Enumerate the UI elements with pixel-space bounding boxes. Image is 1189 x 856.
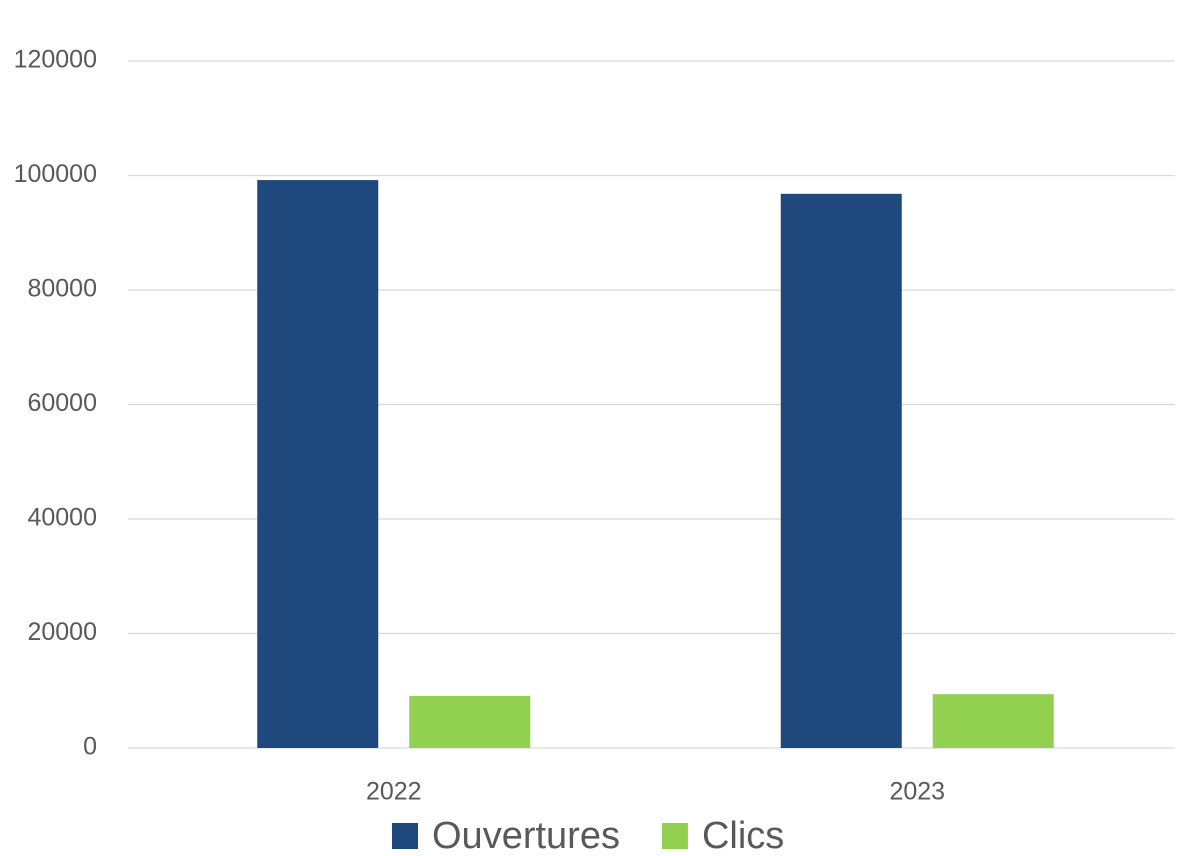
legend-label: Clics — [702, 815, 784, 856]
bar — [780, 193, 902, 748]
legend-label: Ouvertures — [432, 815, 620, 856]
y-tick-label: 20000 — [27, 618, 97, 646]
y-tick-label: 80000 — [27, 275, 97, 303]
x-tick-label: 2023 — [889, 778, 945, 806]
x-tick-label: 2022 — [366, 778, 422, 806]
y-tick-label: 120000 — [14, 46, 97, 74]
y-tick-label: 60000 — [27, 389, 97, 417]
legend-swatch — [392, 823, 418, 849]
bar — [932, 694, 1054, 748]
y-tick-label: 40000 — [27, 504, 97, 532]
y-tick-label: 0 — [83, 733, 97, 761]
bar — [409, 695, 531, 748]
legend-swatch — [661, 823, 688, 849]
y-tick-label: 100000 — [14, 160, 97, 188]
bar — [257, 180, 379, 748]
